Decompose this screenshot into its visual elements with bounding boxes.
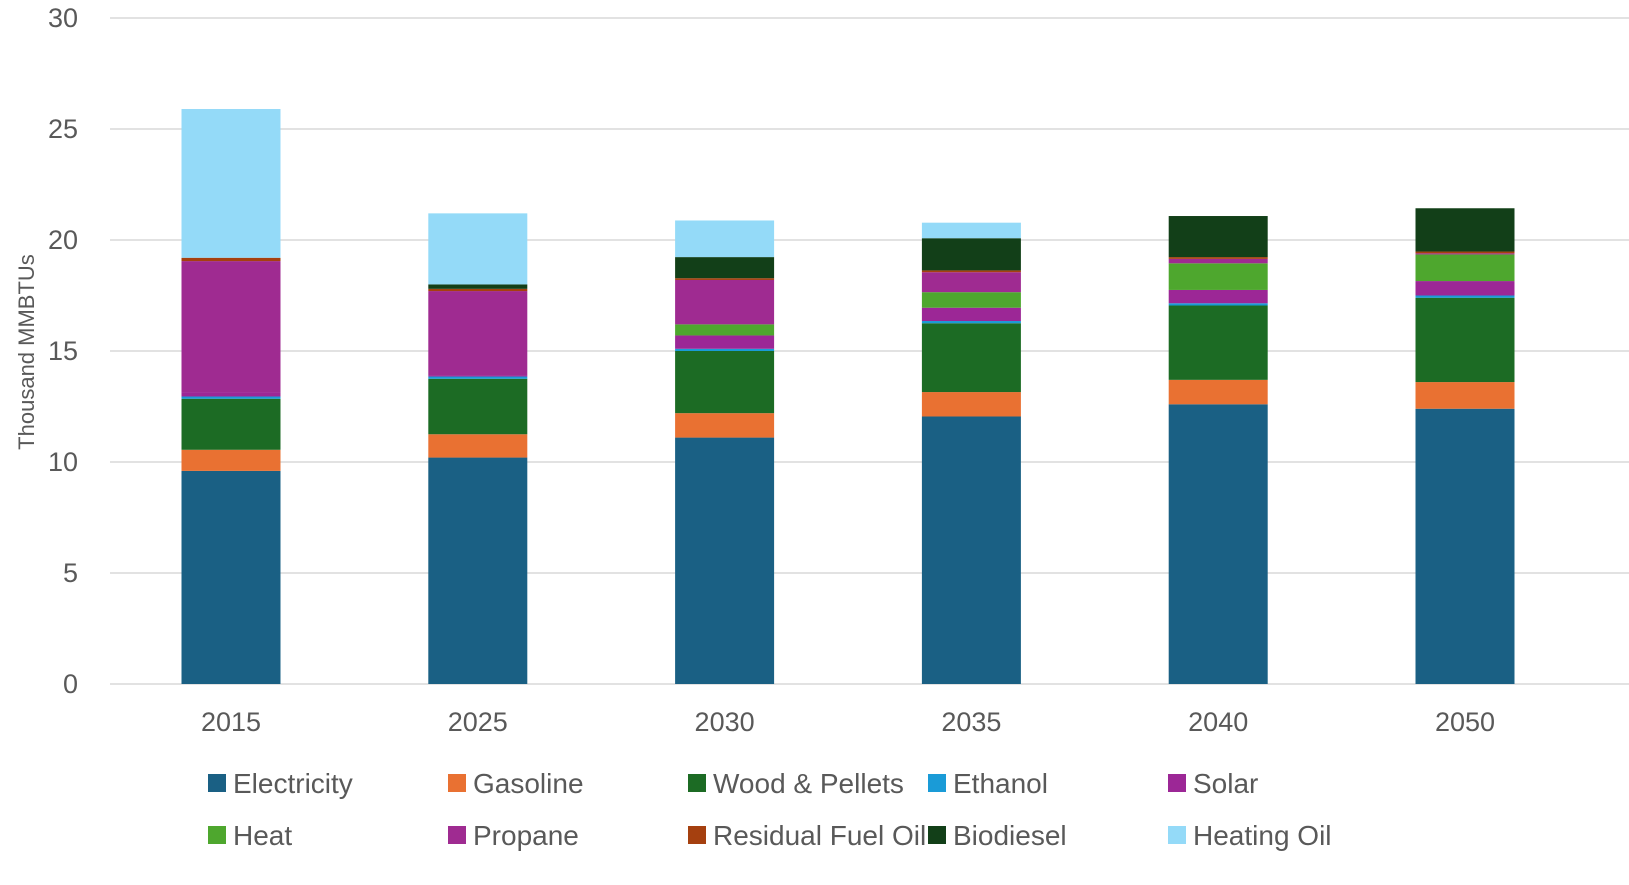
legend-swatch	[688, 826, 706, 844]
y-tick-label: 15	[48, 336, 78, 366]
legend-label: Propane	[473, 820, 579, 851]
bar-segment	[181, 398, 281, 450]
bar-segment	[1168, 257, 1268, 259]
bar-segment	[675, 351, 775, 414]
bar-segment	[921, 270, 1021, 273]
legend-label: Heat	[233, 820, 292, 851]
y-tick-label: 5	[63, 558, 78, 588]
bar-segment	[921, 292, 1021, 308]
bar-segment	[921, 222, 1021, 239]
bar-segment	[428, 288, 528, 292]
bar-segment	[1415, 251, 1515, 254]
bar-segment	[675, 279, 775, 325]
bar-segment	[181, 470, 281, 684]
bar-segment	[675, 220, 775, 258]
x-tick-label: 2030	[695, 707, 755, 737]
bar-segment	[675, 324, 775, 336]
bar-segment	[921, 321, 1021, 324]
bar-segment	[181, 109, 281, 258]
legend-label: Heating Oil	[1193, 820, 1332, 851]
bar-segment	[428, 284, 528, 289]
x-axis-ticks: 2015 2025 2030 2035 2040 2050	[201, 707, 1495, 737]
bar-segment	[428, 457, 528, 684]
bar-segment	[1415, 295, 1515, 298]
y-tick-label: 0	[63, 669, 78, 699]
x-tick-label: 2015	[201, 707, 261, 737]
legend-swatch	[1168, 774, 1186, 792]
y-tick-label: 30	[48, 3, 78, 33]
bar-segment	[181, 261, 281, 393]
bar-segment	[428, 376, 528, 379]
y-tick-label: 20	[48, 225, 78, 255]
y-axis-ticks: 0 5 10 15 20 25 30	[48, 3, 78, 699]
bar-segment	[675, 278, 775, 280]
legend-swatch	[928, 826, 946, 844]
bar-segment	[921, 416, 1021, 684]
legend-label: Gasoline	[473, 768, 584, 799]
bar-segment	[181, 396, 281, 399]
legend-swatch	[448, 774, 466, 792]
bar-segment	[181, 257, 281, 262]
bar-segment	[675, 437, 775, 684]
bar-segment	[428, 434, 528, 458]
legend-label: Ethanol	[953, 768, 1048, 799]
legend: Electricity Gasoline Wood & Pellets Ethanol…	[208, 768, 1332, 851]
bar-segment	[1415, 408, 1515, 684]
y-tick-label: 10	[48, 447, 78, 477]
bar-segment	[428, 378, 528, 435]
bar-segment	[1168, 258, 1268, 264]
x-tick-label: 2035	[941, 707, 1001, 737]
bar-segment	[675, 257, 775, 279]
bar-segment	[1168, 303, 1268, 306]
legend-label: Solar	[1193, 768, 1258, 799]
gridlines	[110, 17, 1629, 685]
bar-segment	[1415, 253, 1515, 255]
y-tick-label: 25	[48, 114, 78, 144]
bar-segment	[675, 348, 775, 351]
bar-segment	[1168, 379, 1268, 405]
x-tick-label: 2050	[1435, 707, 1495, 737]
bar-segment	[921, 238, 1021, 271]
legend-swatch	[208, 774, 226, 792]
legend-swatch	[928, 774, 946, 792]
bar-segment	[1168, 289, 1268, 304]
bar-segment	[675, 335, 775, 349]
bar-segment	[1415, 382, 1515, 409]
bar-segment	[921, 323, 1021, 393]
legend-label: Biodiesel	[953, 820, 1067, 851]
bar-segment	[1415, 208, 1515, 252]
bar-segment	[921, 272, 1021, 293]
legend-swatch	[448, 826, 466, 844]
bar-segment	[921, 307, 1021, 322]
bar-segment	[181, 392, 281, 397]
bar-segment	[1415, 281, 1515, 296]
bar-segment	[181, 449, 281, 471]
y-axis-label: Thousand MMBTUs	[14, 254, 39, 450]
bar-segment	[1415, 254, 1515, 282]
bar-segment	[1168, 404, 1268, 684]
bar-segment	[1168, 263, 1268, 290]
legend-swatch	[688, 774, 706, 792]
legend-swatch	[208, 826, 226, 844]
bars	[181, 109, 1515, 684]
legend-label: Electricity	[233, 768, 353, 799]
bar-segment	[675, 413, 775, 438]
legend-label: Residual Fuel Oil	[713, 820, 926, 851]
bar-segment	[1168, 305, 1268, 380]
bar-segment	[1415, 297, 1515, 383]
x-tick-label: 2025	[448, 707, 508, 737]
bar-segment	[428, 375, 528, 377]
legend-label: Wood & Pellets	[713, 768, 904, 799]
bar-segment	[428, 213, 528, 285]
legend-swatch	[1168, 826, 1186, 844]
x-tick-label: 2040	[1188, 707, 1248, 737]
bar-segment	[921, 392, 1021, 417]
bar-segment	[428, 291, 528, 376]
bar-segment	[1168, 216, 1268, 258]
